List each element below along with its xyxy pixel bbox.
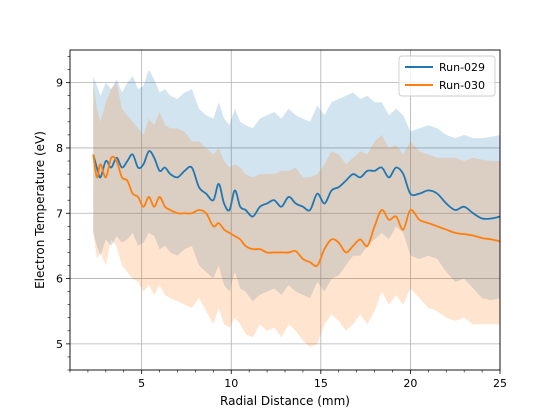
line-run-030 [92,154,501,267]
y-tick-label: 9 [56,77,63,90]
legend: Run-029 Run-030 [398,55,496,97]
legend-label-run-030: Run-030 [439,79,485,92]
x-tick-label: 25 [493,377,507,390]
plot-frame [69,49,501,371]
y-tick-label: 8 [56,142,63,155]
series-lines [92,150,501,267]
line-run-029 [92,150,501,220]
x-tick-label: 10 [224,377,238,390]
uncertainty-bands [93,69,500,348]
y-tick-label: 5 [56,338,63,351]
band-run-030 [93,82,500,348]
legend-label-run-029: Run-029 [439,61,485,74]
x-tick-label: 15 [314,377,328,390]
y-tick-label: 6 [56,273,63,286]
x-tick-label: 20 [403,377,417,390]
y-tick-label: 7 [56,207,63,220]
y-axis-label: Electron Temperature (eV) [33,131,47,289]
x-tick-label: 5 [138,377,145,390]
ticks: 5 10 15 20 25 5 6 7 8 9 [56,56,507,390]
x-axis-label: Radial Distance (mm) [220,394,350,408]
band-run-029 [93,69,500,302]
